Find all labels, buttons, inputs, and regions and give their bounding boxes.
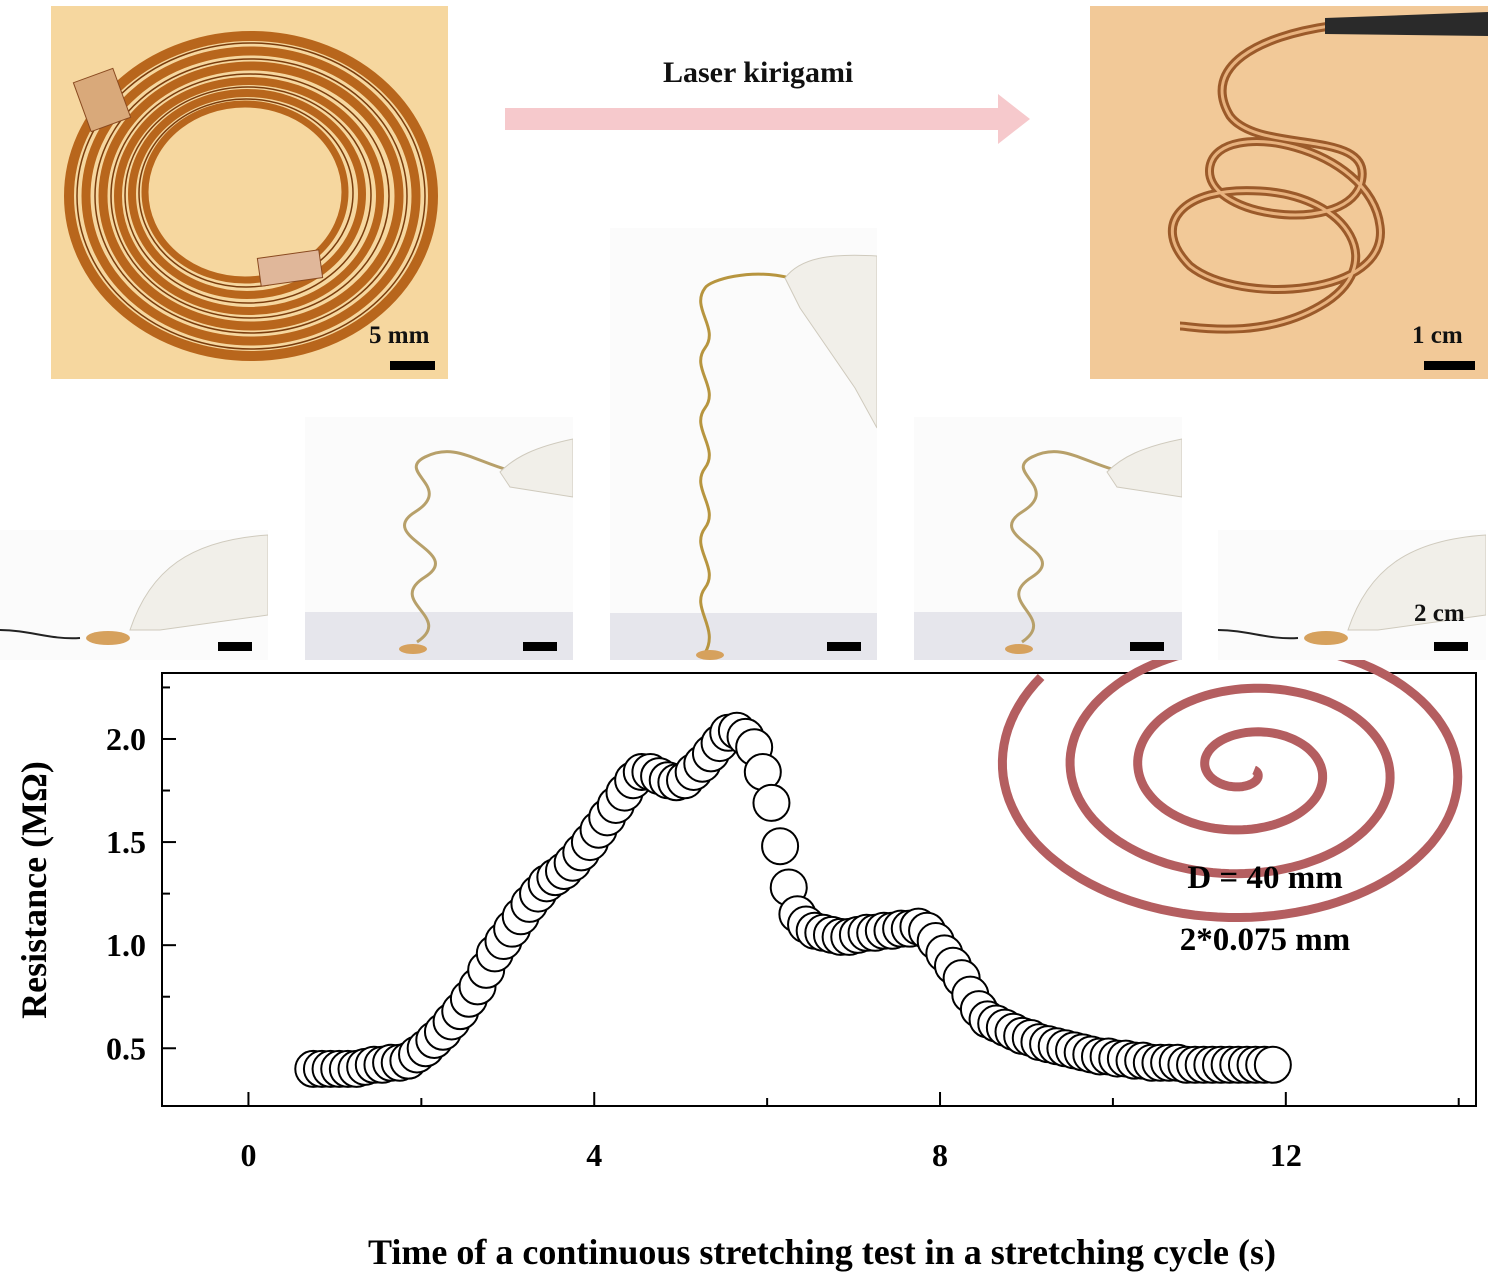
process-label: Laser kirigami [663, 56, 854, 89]
frame-3-scale-bar [827, 642, 861, 651]
plot-frame [161, 672, 1477, 1107]
helix-scale-label: 1 cm [1412, 322, 1463, 349]
frame-1-scale-bar [218, 642, 252, 651]
sequence-frame-1 [0, 530, 268, 660]
x-tick-label: 8 [932, 1137, 948, 1173]
x-tick-label: 0 [240, 1137, 256, 1173]
y-tick-label: 1.0 [106, 927, 146, 963]
frame-5-scale-bar [1434, 642, 1468, 651]
data-point [761, 827, 800, 866]
x-axis-ticks: 0 4 8 12 [240, 1092, 1460, 1173]
inset-diameter-label: D = 40 mm [1187, 860, 1342, 896]
helix-illustration [1167, 12, 1488, 334]
spiral-inset-icon [997, 660, 1463, 922]
resistance-chart: 0.51.01.52.0 0 4 8 12 D = 40 mm 2*0.075 mm … [14, 660, 1477, 1272]
y-axis-label: Resistance (MΩ) [14, 761, 54, 1019]
frame-2-scale-bar [523, 642, 557, 651]
sequence-frame-3 [610, 228, 877, 660]
y-tick-label: 0.5 [106, 1030, 146, 1066]
process-arrow [505, 94, 1030, 144]
data-point [1253, 1045, 1292, 1084]
inset-width-label: 2*0.075 mm [1180, 922, 1350, 958]
stretched-helix-photo: 1 cm [1090, 6, 1488, 379]
sequence-frame-4 [914, 417, 1182, 660]
sequence-frame-5: 2 cm [1218, 530, 1486, 660]
x-axis-label: Time of a continuous stretching test in … [368, 1232, 1276, 1272]
data-point [752, 783, 791, 822]
y-tick-label: 1.5 [106, 824, 146, 860]
x-tick-label: 12 [1270, 1137, 1302, 1173]
y-tick-label: 2.0 [106, 721, 146, 757]
y-axis-ticks: 0.5 1.0 1.5 2.0 [106, 686, 176, 1066]
sequence-frame-2 [305, 417, 573, 660]
data-points [294, 711, 1292, 1088]
helix-scale-bar [1424, 361, 1475, 370]
coil-photo: 5 mm [51, 6, 448, 379]
sequence-scale-label: 2 cm [1414, 600, 1465, 627]
coil-illustration [64, 31, 438, 361]
x-tick-label: 4 [586, 1137, 602, 1173]
coil-scale-label: 5 mm [369, 322, 430, 349]
coil-scale-bar [390, 361, 435, 370]
frame-4-scale-bar [1130, 642, 1164, 651]
